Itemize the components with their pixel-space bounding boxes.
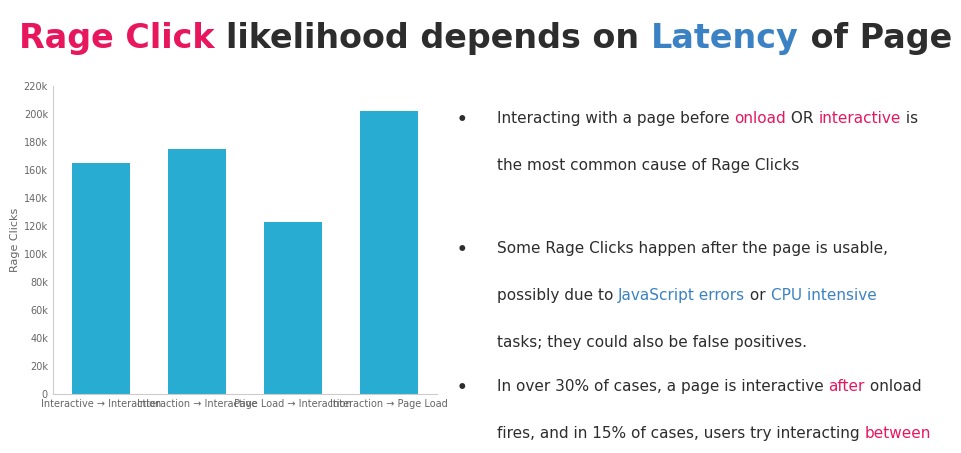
Text: Interacting with a page before: Interacting with a page before bbox=[497, 111, 734, 125]
Text: •: • bbox=[456, 241, 467, 259]
Text: JavaScript errors: JavaScript errors bbox=[618, 288, 745, 303]
Bar bbox=[72, 163, 130, 394]
Text: or: or bbox=[745, 288, 771, 303]
Text: between: between bbox=[864, 426, 930, 441]
Text: fires, and in 15% of cases, users try interacting: fires, and in 15% of cases, users try in… bbox=[497, 426, 864, 441]
Text: of Page Usability: of Page Usability bbox=[799, 22, 961, 55]
Text: likelihood depends on: likelihood depends on bbox=[227, 22, 652, 55]
Text: In over 30% of cases, a page is interactive: In over 30% of cases, a page is interact… bbox=[497, 379, 828, 394]
Text: tasks; they could also be false positives.: tasks; they could also be false positive… bbox=[497, 335, 806, 350]
Text: the most common cause of Rage Clicks: the most common cause of Rage Clicks bbox=[497, 158, 799, 173]
Text: OR: OR bbox=[786, 111, 818, 125]
Text: •: • bbox=[456, 111, 467, 129]
Text: possibly due to: possibly due to bbox=[497, 288, 618, 303]
Bar bbox=[168, 149, 226, 394]
Text: CPU intensive: CPU intensive bbox=[771, 288, 876, 303]
Text: Latency: Latency bbox=[652, 22, 799, 55]
Text: interactive: interactive bbox=[818, 111, 900, 125]
Text: •: • bbox=[456, 379, 467, 397]
Text: onload: onload bbox=[734, 111, 786, 125]
Bar bbox=[360, 111, 418, 394]
Text: Rage Click: Rage Click bbox=[19, 22, 227, 55]
Bar bbox=[264, 222, 322, 394]
Text: onload: onload bbox=[865, 379, 922, 394]
Text: after: after bbox=[828, 379, 865, 394]
Y-axis label: Rage Clicks: Rage Clicks bbox=[10, 208, 19, 272]
Text: is: is bbox=[900, 111, 918, 125]
Text: Some Rage Clicks happen after the page is usable,: Some Rage Clicks happen after the page i… bbox=[497, 241, 888, 256]
